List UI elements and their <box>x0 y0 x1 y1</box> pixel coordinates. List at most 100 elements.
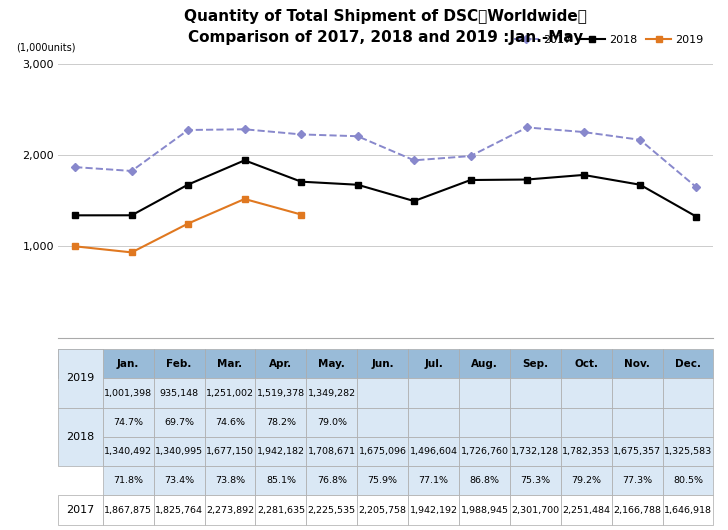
Bar <box>408 408 459 437</box>
Bar <box>459 466 510 496</box>
Bar <box>357 378 408 408</box>
Text: Mar.: Mar. <box>218 359 242 369</box>
Bar <box>408 437 459 466</box>
Text: 2,301,700: 2,301,700 <box>511 506 559 515</box>
Text: 79.0%: 79.0% <box>317 418 347 427</box>
Text: 69.7%: 69.7% <box>164 418 194 427</box>
Bar <box>205 466 256 496</box>
Bar <box>103 408 154 437</box>
Text: Jun.: Jun. <box>371 359 394 369</box>
Bar <box>256 466 306 496</box>
Bar <box>103 437 154 466</box>
Bar <box>357 349 408 378</box>
Bar <box>205 349 256 378</box>
Text: 1,001,398: 1,001,398 <box>104 388 152 398</box>
Bar <box>205 496 256 525</box>
Text: 75.3%: 75.3% <box>521 476 550 485</box>
Bar <box>357 408 408 437</box>
Bar <box>459 349 510 378</box>
Text: Sep.: Sep. <box>522 359 548 369</box>
Legend: 2017, 2018, 2019: 2017, 2018, 2019 <box>510 31 708 50</box>
Text: Feb.: Feb. <box>167 359 191 369</box>
Bar <box>662 437 713 466</box>
Bar <box>58 496 103 525</box>
Text: 2,225,535: 2,225,535 <box>308 506 356 515</box>
Bar <box>561 378 612 408</box>
Bar <box>256 378 306 408</box>
Bar <box>306 496 357 525</box>
Text: Quantity of Total Shipment of DSC［Worldwide］: Quantity of Total Shipment of DSC［Worldw… <box>184 9 587 24</box>
Bar <box>306 349 357 378</box>
Text: Jul.: Jul. <box>424 359 443 369</box>
Text: 75.9%: 75.9% <box>368 476 397 485</box>
Bar <box>662 349 713 378</box>
Bar <box>612 349 662 378</box>
Text: 1,708,671: 1,708,671 <box>308 447 356 456</box>
Bar <box>205 378 256 408</box>
Text: 78.2%: 78.2% <box>266 418 296 427</box>
Text: 73.4%: 73.4% <box>164 476 194 485</box>
Bar <box>306 437 357 466</box>
Bar <box>561 408 612 437</box>
Text: 2019: 2019 <box>66 374 95 383</box>
Bar <box>510 437 561 466</box>
Text: 86.8%: 86.8% <box>470 476 499 485</box>
Text: 1,677,150: 1,677,150 <box>206 447 254 456</box>
Text: 1,340,492: 1,340,492 <box>104 447 152 456</box>
Text: Comparison of 2017, 2018 and 2019 :Jan.-May: Comparison of 2017, 2018 and 2019 :Jan.-… <box>189 30 583 45</box>
Text: 2,281,635: 2,281,635 <box>257 506 305 515</box>
Bar <box>662 378 713 408</box>
Text: 2017: 2017 <box>66 505 95 515</box>
Bar <box>459 378 510 408</box>
Bar <box>408 466 459 496</box>
Text: 1,726,760: 1,726,760 <box>460 447 508 456</box>
Bar <box>256 437 306 466</box>
Bar <box>459 437 510 466</box>
Bar <box>561 349 612 378</box>
Text: 76.8%: 76.8% <box>317 476 347 485</box>
Bar <box>510 496 561 525</box>
Bar <box>561 466 612 496</box>
Text: 1,251,002: 1,251,002 <box>206 388 254 398</box>
Bar <box>459 496 510 525</box>
Bar <box>103 466 154 496</box>
Bar <box>408 349 459 378</box>
Bar <box>154 349 205 378</box>
Text: 74.6%: 74.6% <box>215 418 245 427</box>
Bar <box>510 378 561 408</box>
Bar <box>561 496 612 525</box>
Bar <box>662 408 713 437</box>
Bar <box>662 496 713 525</box>
Bar <box>612 378 662 408</box>
Bar <box>510 349 561 378</box>
Text: 73.8%: 73.8% <box>215 476 245 485</box>
Bar <box>612 437 662 466</box>
Text: 2,273,892: 2,273,892 <box>206 506 254 515</box>
Bar <box>103 496 154 525</box>
Text: 2018: 2018 <box>66 432 95 442</box>
Bar <box>306 408 357 437</box>
Bar <box>256 408 306 437</box>
Text: (1,000units): (1,000units) <box>16 42 75 52</box>
Bar <box>306 378 357 408</box>
Text: 71.8%: 71.8% <box>114 476 143 485</box>
Bar <box>58 408 103 466</box>
Bar <box>561 437 612 466</box>
Bar <box>205 437 256 466</box>
Bar <box>256 496 306 525</box>
Text: 1,988,945: 1,988,945 <box>460 506 508 515</box>
Bar <box>205 408 256 437</box>
Bar <box>612 466 662 496</box>
Text: 2,166,788: 2,166,788 <box>613 506 661 515</box>
Text: 935,148: 935,148 <box>159 388 199 398</box>
Bar <box>510 466 561 496</box>
Bar <box>154 466 205 496</box>
Text: 1,325,583: 1,325,583 <box>664 447 712 456</box>
Text: 1,675,357: 1,675,357 <box>613 447 661 456</box>
Text: 1,942,182: 1,942,182 <box>257 447 305 456</box>
Bar <box>612 496 662 525</box>
Bar <box>459 408 510 437</box>
Text: 1,782,353: 1,782,353 <box>562 447 610 456</box>
Bar <box>357 437 408 466</box>
Text: 1,519,378: 1,519,378 <box>257 388 305 398</box>
